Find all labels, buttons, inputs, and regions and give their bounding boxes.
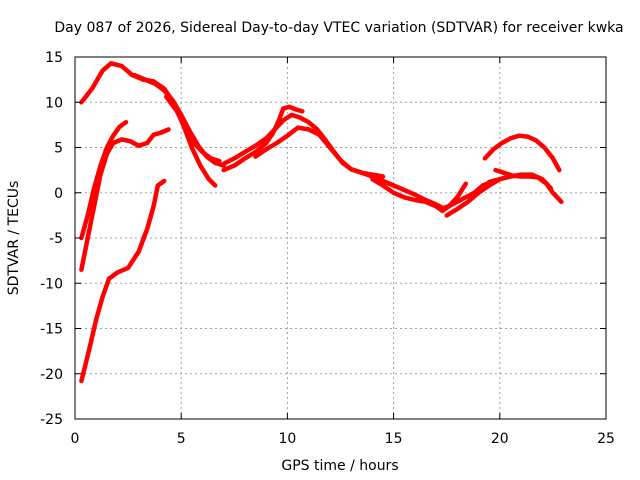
series-arc13	[482, 133, 562, 173]
x-tick-label: 25	[597, 431, 615, 447]
chart-title: Day 087 of 2026, Sidereal Day-to-day VTE…	[54, 20, 623, 36]
y-tick-label: -25	[40, 412, 63, 428]
series-arc12	[444, 176, 503, 218]
y-tick-label: -20	[40, 367, 63, 383]
series-arc8	[221, 112, 447, 212]
y-tick-label: -15	[40, 322, 63, 338]
series-arc6	[79, 178, 167, 384]
y-tick-label: 15	[45, 50, 63, 66]
y-tick-label: 5	[54, 141, 63, 157]
grid-lines	[75, 57, 606, 419]
y-tick-label: 10	[45, 95, 63, 111]
plot-frame	[74, 56, 607, 420]
axes: 0 5 10 15 20 25 -25 -20 -15 -10 -5 0 5 10 15	[40, 50, 615, 447]
y-tick-label: -10	[40, 276, 63, 292]
series-arc15	[486, 172, 554, 191]
y-tick-label: -5	[49, 231, 63, 247]
x-tick-label: 10	[278, 431, 296, 447]
x-tick-label: 20	[491, 431, 509, 447]
y-tick-label: 0	[54, 186, 63, 202]
series-arc3	[164, 94, 222, 164]
x-tick-label: 15	[385, 431, 403, 447]
x-axis-label: GPS time / hours	[281, 458, 398, 474]
series-arc9	[253, 125, 386, 179]
series-arc5	[79, 127, 171, 272]
x-tick-label: 5	[177, 431, 186, 447]
y-axis-label: SDTVAR / TECUs	[6, 181, 22, 296]
x-tick-label: 0	[71, 431, 80, 447]
data-series	[79, 61, 564, 384]
